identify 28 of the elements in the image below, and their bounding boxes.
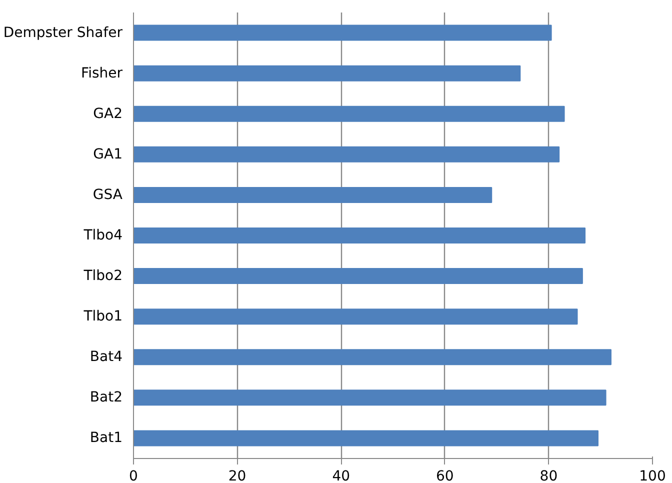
- y-tick-label: Dempster Shafer: [3, 24, 123, 41]
- y-tick-label: GA2: [93, 106, 123, 122]
- bar: [134, 106, 565, 122]
- y-tick-label: Bat2: [90, 390, 123, 406]
- x-tick-label: 60: [436, 468, 454, 483]
- bar: [134, 308, 578, 325]
- x-tick-label: 40: [332, 468, 350, 483]
- bar: [134, 268, 583, 284]
- x-tick-label: 100: [639, 468, 666, 483]
- y-tick-label: Fisher: [81, 65, 123, 82]
- y-tick-label: GSA: [92, 186, 123, 203]
- y-tick-label: Bat4: [90, 349, 123, 366]
- x-tick-label: 0: [129, 468, 138, 483]
- y-tick-label: Bat1: [90, 430, 123, 446]
- bar: [134, 186, 492, 203]
- x-tick-label: 80: [540, 468, 558, 483]
- bar: [134, 228, 586, 244]
- x-tick-label: 20: [228, 468, 246, 483]
- bar: [134, 146, 560, 162]
- bar: [134, 390, 606, 406]
- bar: [134, 430, 599, 446]
- bar: [134, 349, 612, 366]
- bar: [134, 65, 521, 82]
- y-tick-label: Tlbo4: [82, 228, 123, 244]
- y-tick-label: Tlbo2: [82, 268, 123, 284]
- y-tick-label: GA1: [93, 146, 123, 162]
- bar: [134, 24, 552, 41]
- y-tick-label: Tlbo1: [82, 308, 123, 325]
